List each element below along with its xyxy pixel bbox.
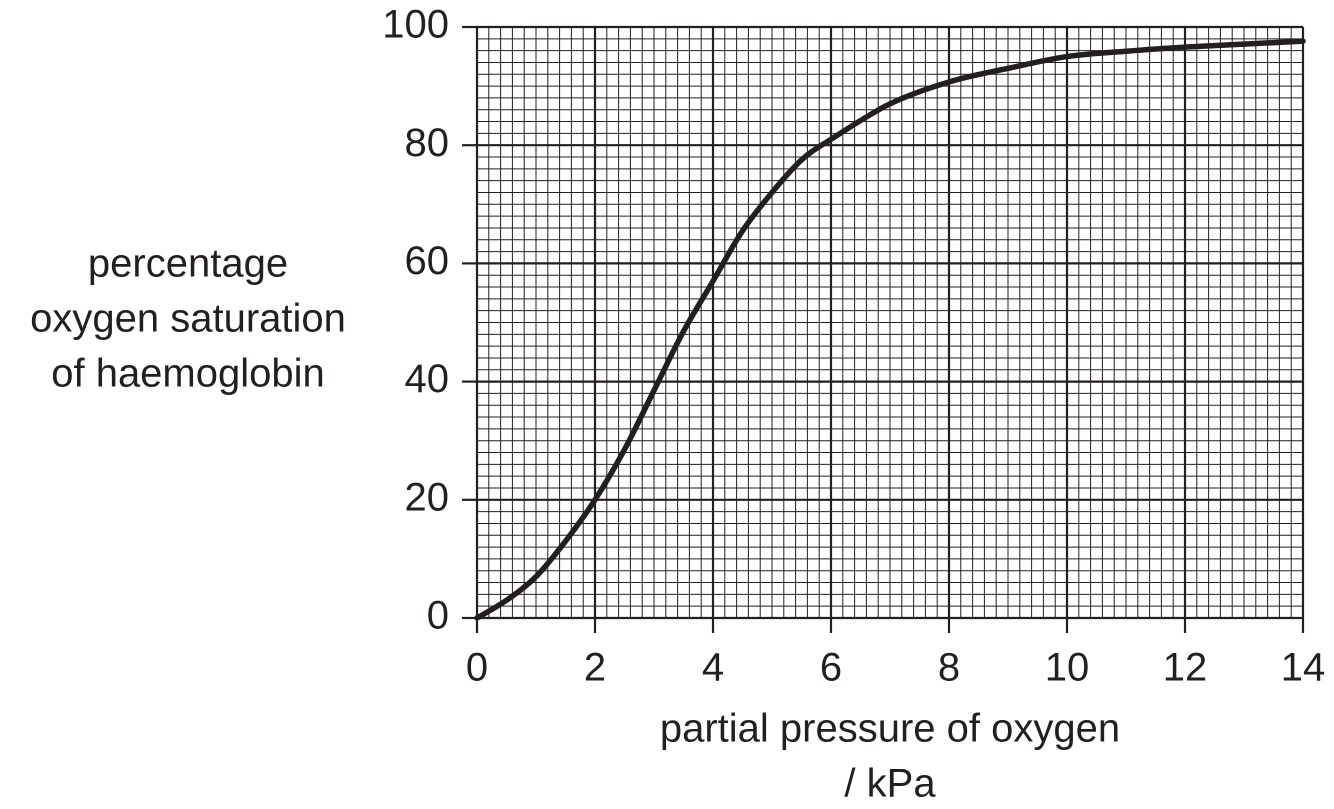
x-tick-label: 12 [1163,646,1208,690]
x-tick-label: 10 [1045,646,1090,690]
y-axis-title: percentage [88,242,288,286]
y-tick-label: 20 [405,475,450,519]
x-axis-title: / kPa [844,762,936,806]
x-tick-label: 0 [466,646,488,690]
y-axis-title: oxygen saturation [30,297,346,341]
y-tick-label: 80 [405,121,450,165]
x-tick-label: 14 [1281,646,1326,690]
y-tick-label: 40 [405,357,450,401]
y-tick-label: 0 [427,594,449,638]
x-tick-label: 4 [702,646,724,690]
y-tick-label: 100 [382,3,449,47]
x-tick-label: 2 [584,646,606,690]
x-tick-label: 8 [938,646,960,690]
data-line [474,38,1306,621]
x-axis-title: partial pressure of oxygen [660,707,1120,751]
y-tick-label: 60 [405,239,450,283]
x-tick-label: 6 [820,646,842,690]
y-axis-title: of haemoglobin [51,352,325,396]
